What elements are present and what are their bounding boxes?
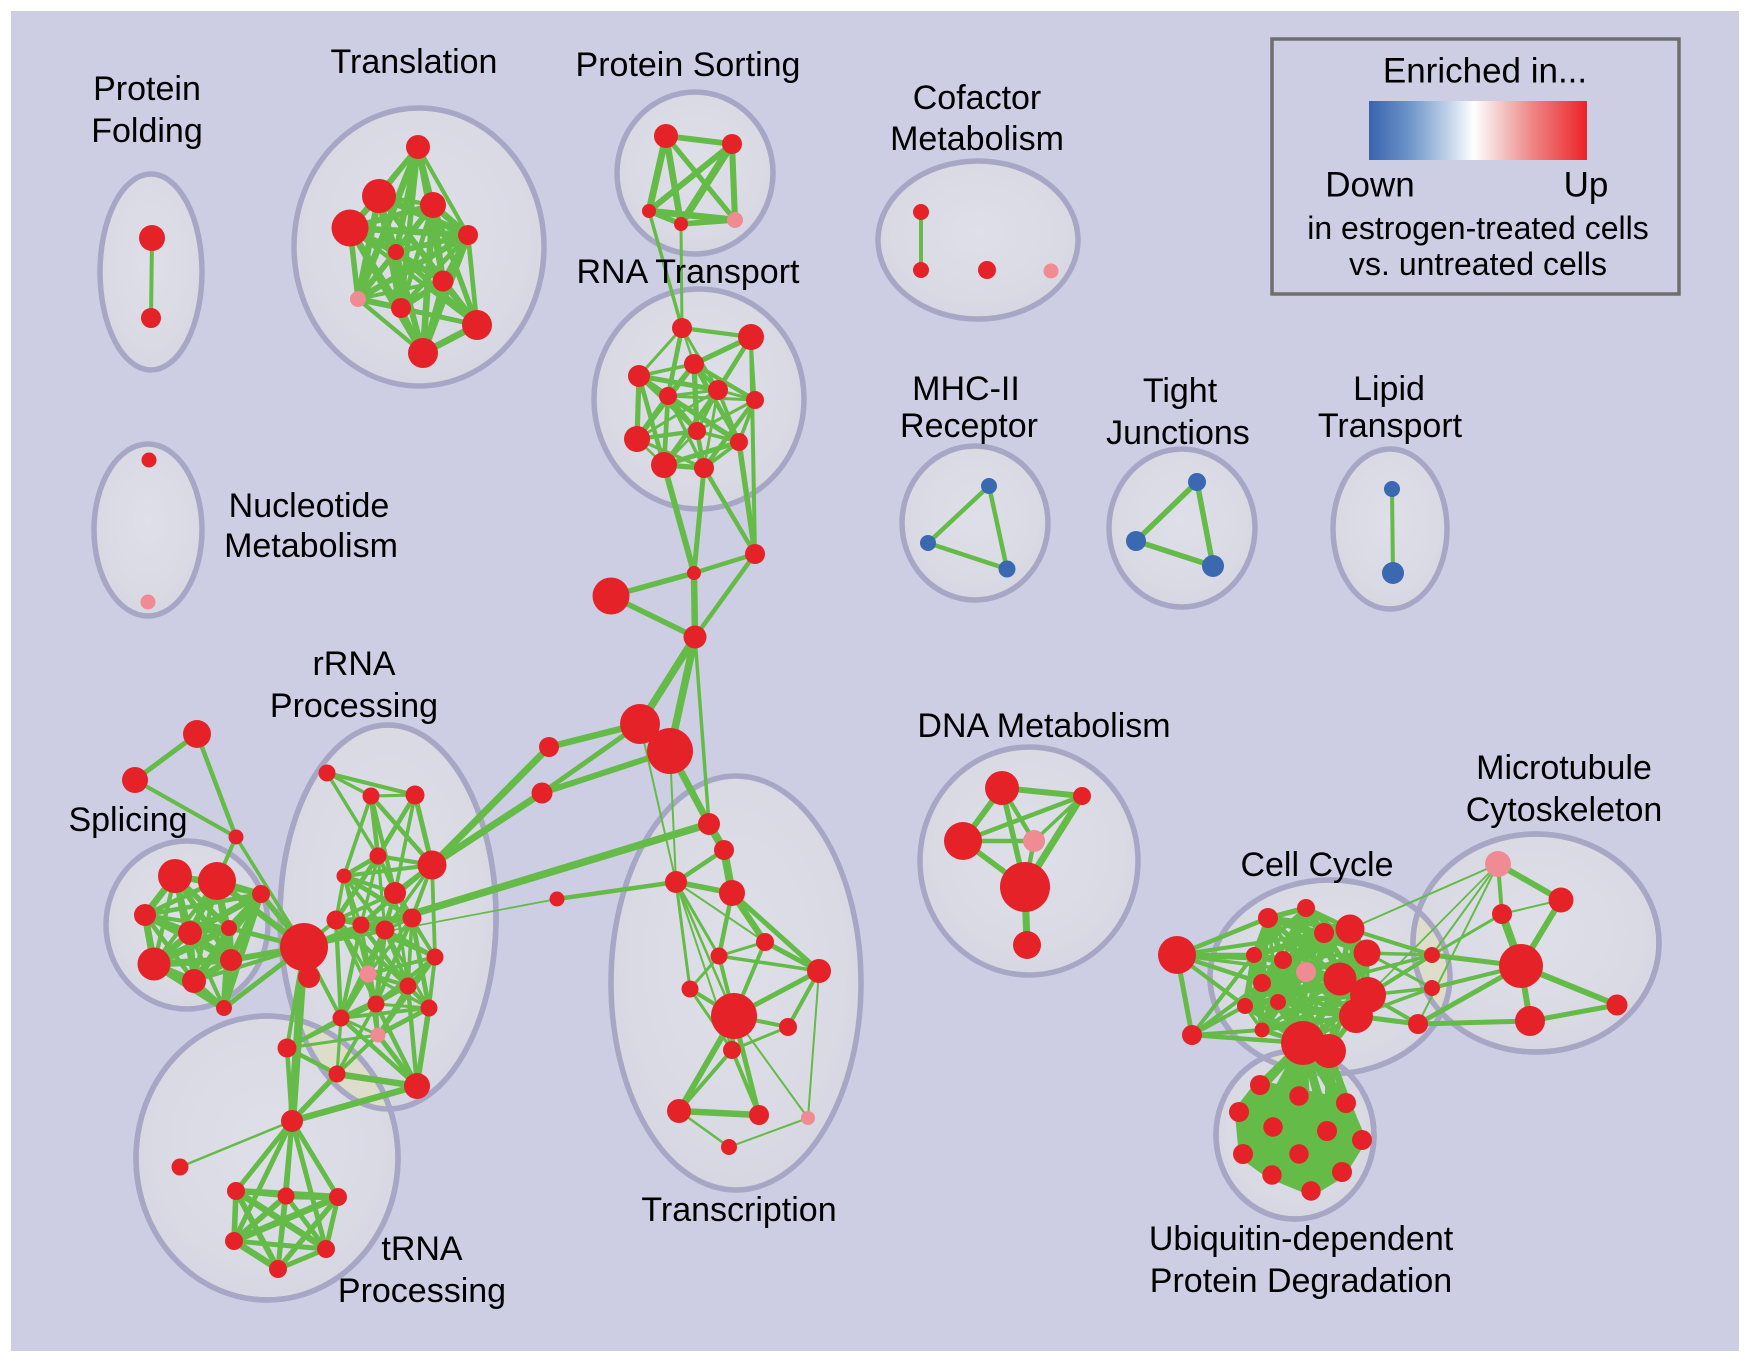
svg-text:Cell Cycle: Cell Cycle [1240, 846, 1393, 884]
svg-text:MHC-II: MHC-II [912, 370, 1020, 408]
svg-text:Metabolism: Metabolism [890, 120, 1064, 158]
svg-text:Splicing: Splicing [68, 801, 187, 839]
svg-text:Protein Degradation: Protein Degradation [1150, 1262, 1452, 1300]
svg-text:Tight: Tight [1143, 372, 1218, 410]
svg-text:Protein Sorting: Protein Sorting [576, 46, 801, 84]
svg-text:Junctions: Junctions [1106, 414, 1250, 452]
svg-text:Up: Up [1564, 166, 1609, 205]
svg-text:vs. untreated cells: vs. untreated cells [1349, 246, 1607, 282]
svg-text:Microtubule: Microtubule [1476, 749, 1652, 787]
svg-text:RNA Transport: RNA Transport [577, 253, 801, 291]
svg-text:Cofactor: Cofactor [913, 79, 1042, 117]
svg-text:Transport: Transport [1318, 407, 1463, 445]
svg-text:tRNA: tRNA [381, 1230, 463, 1268]
svg-text:Translation: Translation [331, 43, 498, 81]
svg-text:in estrogen-treated cells: in estrogen-treated cells [1307, 210, 1649, 246]
svg-text:DNA Metabolism: DNA Metabolism [917, 707, 1170, 745]
svg-text:Lipid: Lipid [1353, 370, 1425, 408]
svg-text:Receptor: Receptor [900, 407, 1038, 445]
svg-text:rRNA: rRNA [312, 645, 395, 683]
svg-text:Folding: Folding [91, 112, 203, 150]
svg-text:Ubiquitin-dependent: Ubiquitin-dependent [1149, 1220, 1454, 1258]
svg-text:Protein: Protein [93, 70, 201, 108]
svg-text:Cytoskeleton: Cytoskeleton [1466, 791, 1663, 829]
svg-text:Down: Down [1325, 166, 1414, 205]
svg-text:Transcription: Transcription [641, 1191, 836, 1229]
svg-text:Processing: Processing [338, 1272, 506, 1310]
svg-text:Processing: Processing [270, 687, 438, 725]
svg-text:Enriched in...: Enriched in... [1383, 52, 1587, 91]
svg-text:Nucleotide: Nucleotide [229, 487, 390, 525]
svg-text:Metabolism: Metabolism [224, 527, 398, 565]
